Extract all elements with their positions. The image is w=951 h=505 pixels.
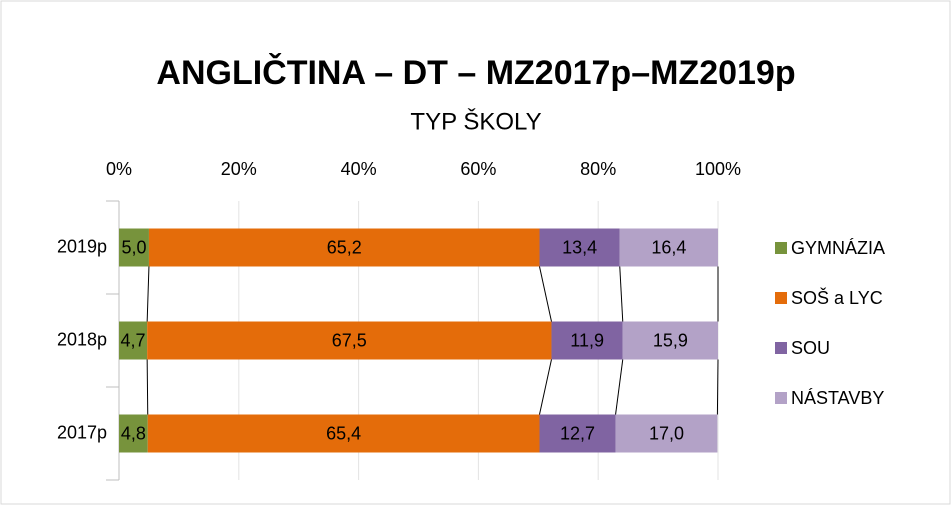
data-label: 65,4 xyxy=(326,423,361,443)
data-label: 4,8 xyxy=(121,423,146,443)
data-label: 4,7 xyxy=(121,330,146,350)
legend-swatch xyxy=(775,342,787,354)
series-line xyxy=(716,359,719,415)
x-tick-label: 0% xyxy=(106,159,132,179)
bar-segment xyxy=(119,228,149,267)
data-label: 17,0 xyxy=(649,423,684,443)
x-tick-label: 60% xyxy=(460,159,496,179)
bar-segment xyxy=(551,321,623,360)
x-tick-label: 80% xyxy=(580,159,616,179)
series-line xyxy=(539,359,552,415)
x-tick-label: 40% xyxy=(341,159,377,179)
data-label: 11,9 xyxy=(570,330,604,350)
series-line xyxy=(146,266,150,322)
legend-swatch xyxy=(775,392,787,404)
legend-label: SOU xyxy=(791,338,830,358)
data-label: 5,0 xyxy=(121,237,146,257)
chart-title: ANGLIČTINA – DT – MZ2017p–MZ2019p xyxy=(156,53,795,92)
series-line xyxy=(615,359,624,415)
y-tick-label: 2017p xyxy=(57,422,107,442)
series-line xyxy=(619,266,624,322)
bar-segment xyxy=(119,321,148,360)
bar-segment xyxy=(119,414,148,453)
series-line xyxy=(146,359,149,415)
bar-segment xyxy=(615,414,718,453)
x-tick-label: 100% xyxy=(695,159,741,179)
y-tick-label: 2019p xyxy=(57,236,107,256)
series-line xyxy=(539,266,552,322)
data-label: 12,7 xyxy=(560,423,595,443)
bar-segment xyxy=(147,321,552,360)
data-label: 67,5 xyxy=(332,330,367,350)
legend-label: NÁSTAVBY xyxy=(791,388,884,408)
bar-segment xyxy=(539,414,616,453)
legend-label: SOŠ a LYC xyxy=(791,287,883,308)
data-label: 65,2 xyxy=(327,237,362,257)
y-tick-label: 2018p xyxy=(57,329,107,349)
data-label: 13,4 xyxy=(562,237,597,257)
bar-segment xyxy=(622,321,718,360)
bar-segment xyxy=(148,228,540,267)
chart-subtitle: TYP ŠKOLY xyxy=(410,107,541,135)
legend-label: GYMNÁZIA xyxy=(791,238,885,258)
data-label: 15,9 xyxy=(653,330,688,350)
x-tick-label: 20% xyxy=(221,159,257,179)
data-label: 16,4 xyxy=(651,237,686,257)
bar-segment xyxy=(539,228,620,267)
legend-swatch xyxy=(775,292,787,304)
bar-segment xyxy=(619,228,718,267)
bar-segment xyxy=(147,414,540,453)
legend-swatch xyxy=(775,242,787,254)
